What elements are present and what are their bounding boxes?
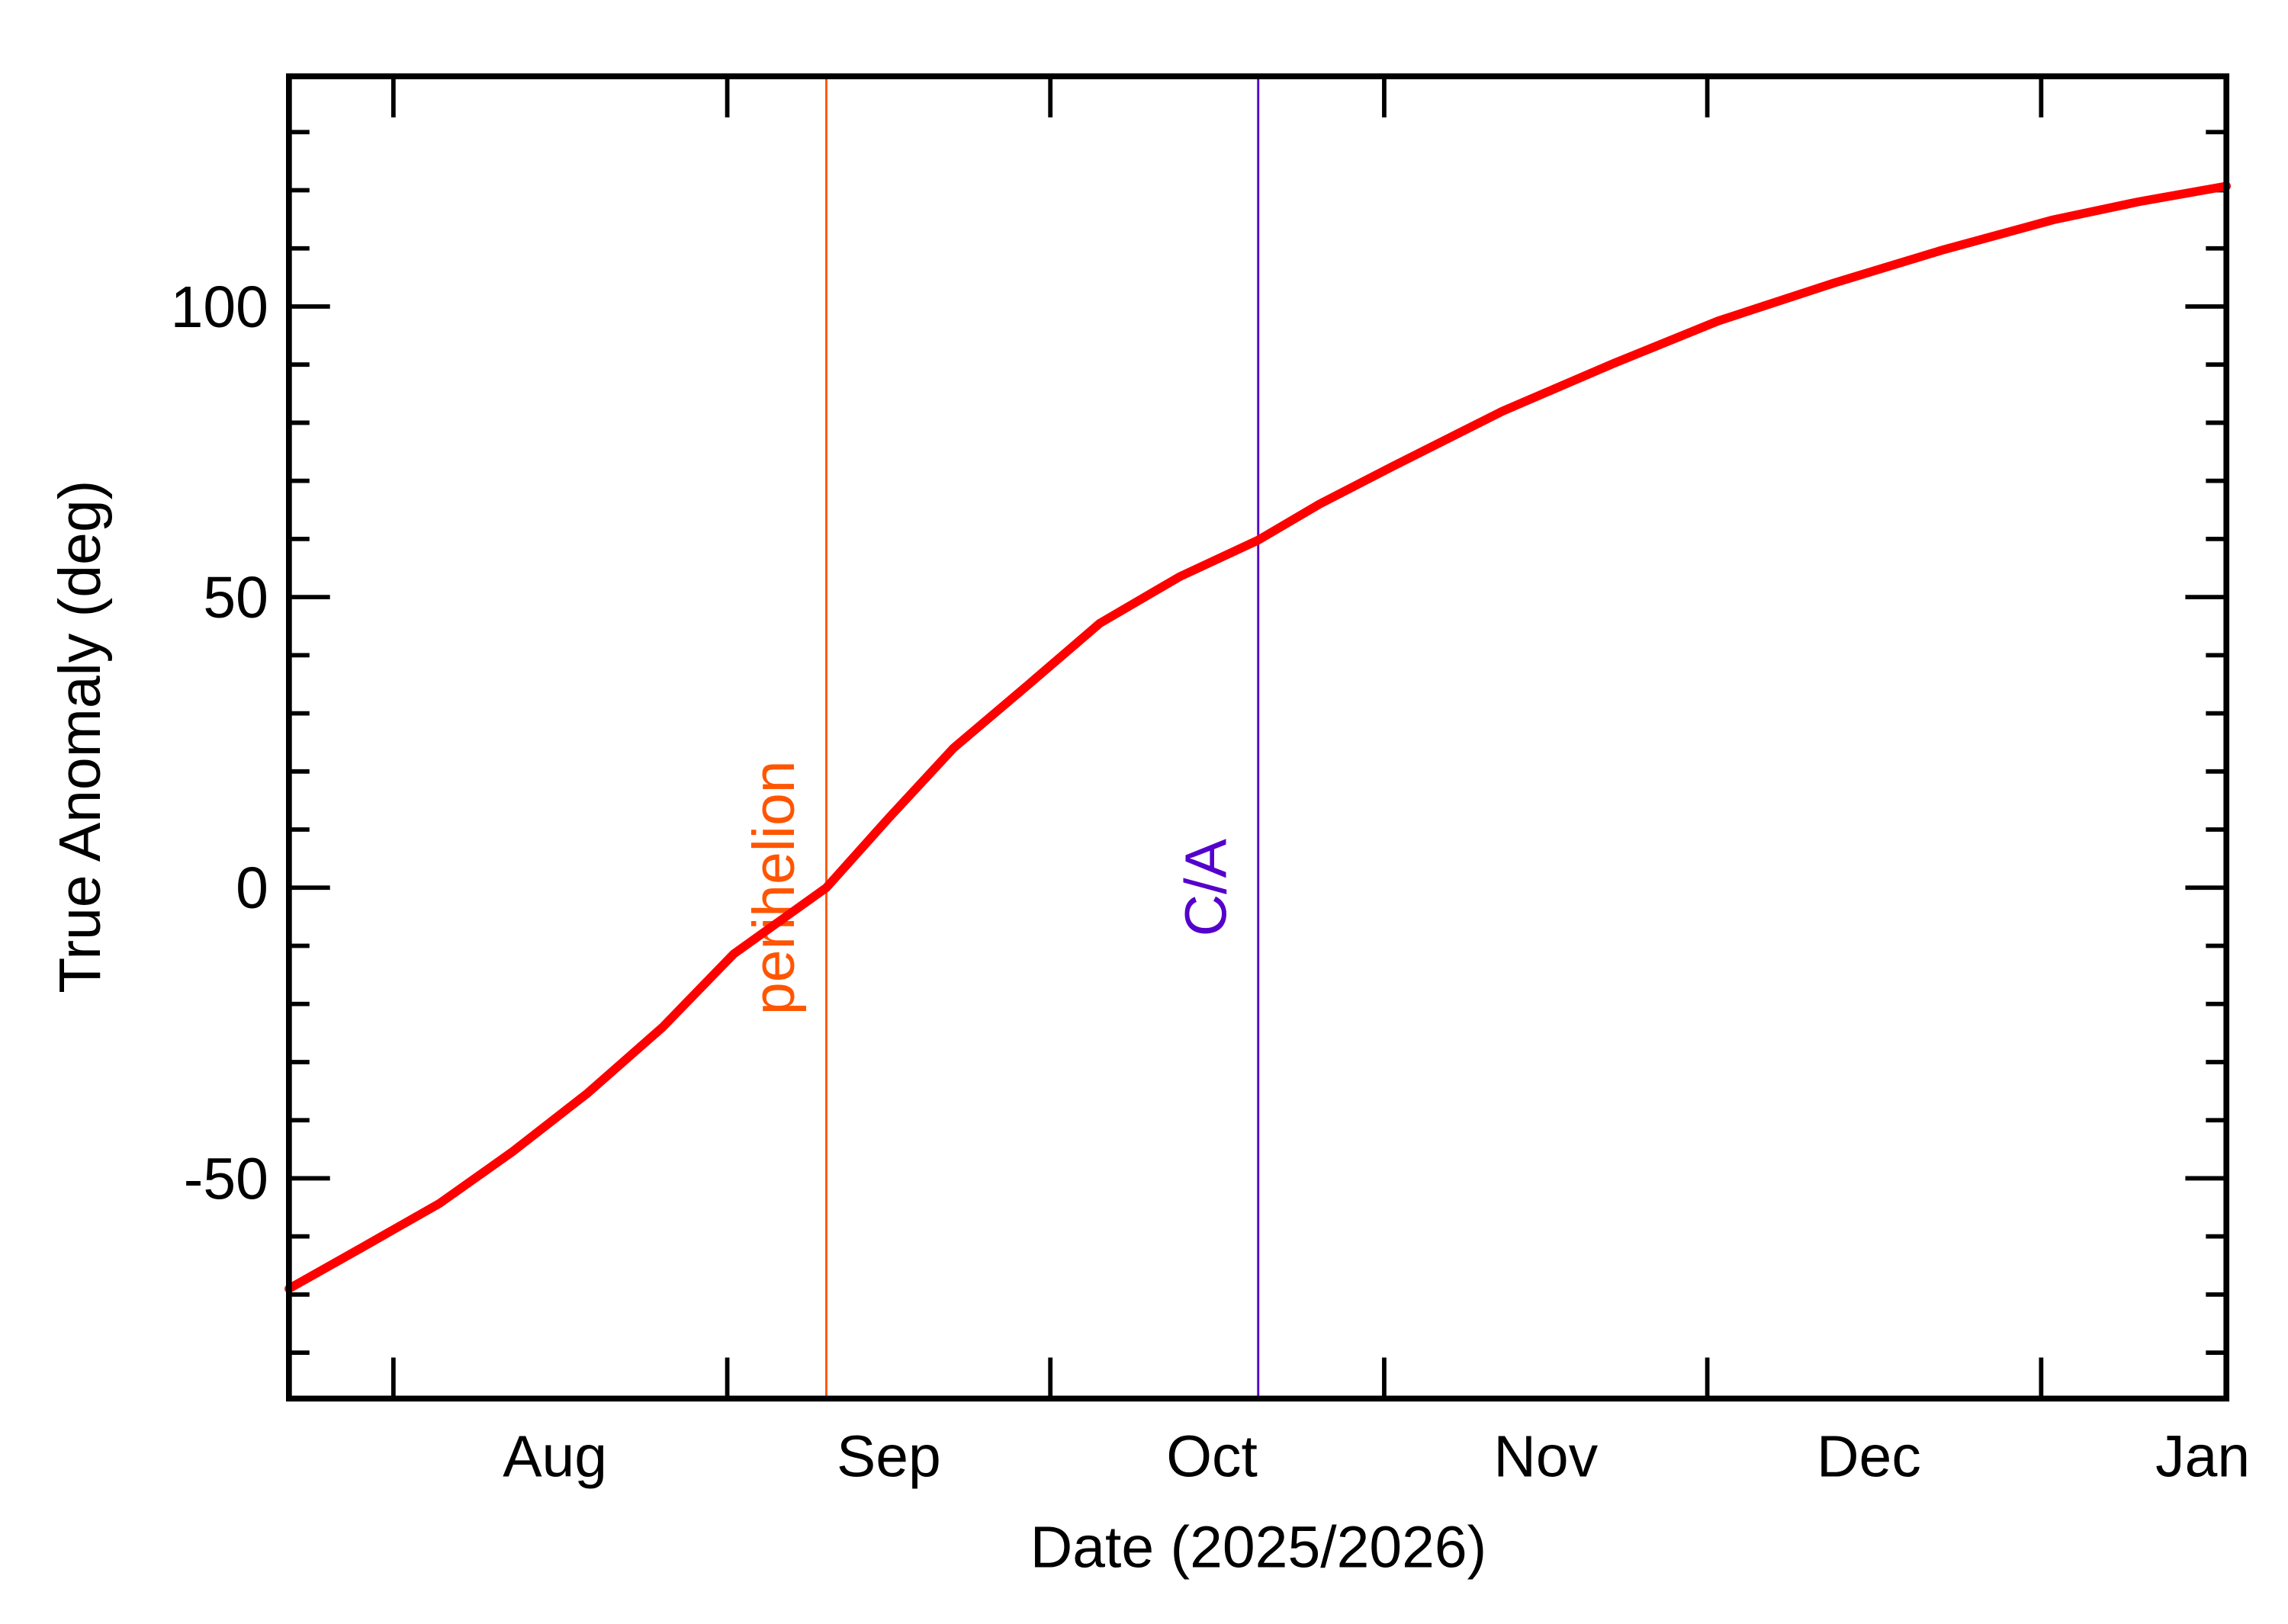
x-tick-label: Oct: [1166, 1423, 1258, 1489]
x-tick-label: Aug: [503, 1423, 607, 1489]
y-tick-label: -50: [184, 1146, 268, 1212]
data-line: [284, 181, 2232, 1294]
plot-frame: [286, 73, 2230, 1402]
x-tick-label: Nov: [1493, 1423, 1598, 1489]
x-tick-label: Jan: [2155, 1423, 2250, 1489]
event-label: C/A: [1173, 838, 1239, 936]
y-axis-label: True Anomaly (deg): [47, 480, 113, 993]
x-axis-label: Date (2025/2026): [1030, 1515, 1487, 1581]
y-tick-label: 0: [236, 855, 268, 921]
x-tick-label: Dec: [1817, 1423, 1921, 1489]
y-tick-label: 100: [171, 274, 268, 340]
x-tick-label: Sep: [837, 1423, 941, 1489]
y-tick-label: 50: [203, 565, 268, 631]
event-label: perihelion: [741, 760, 807, 1015]
